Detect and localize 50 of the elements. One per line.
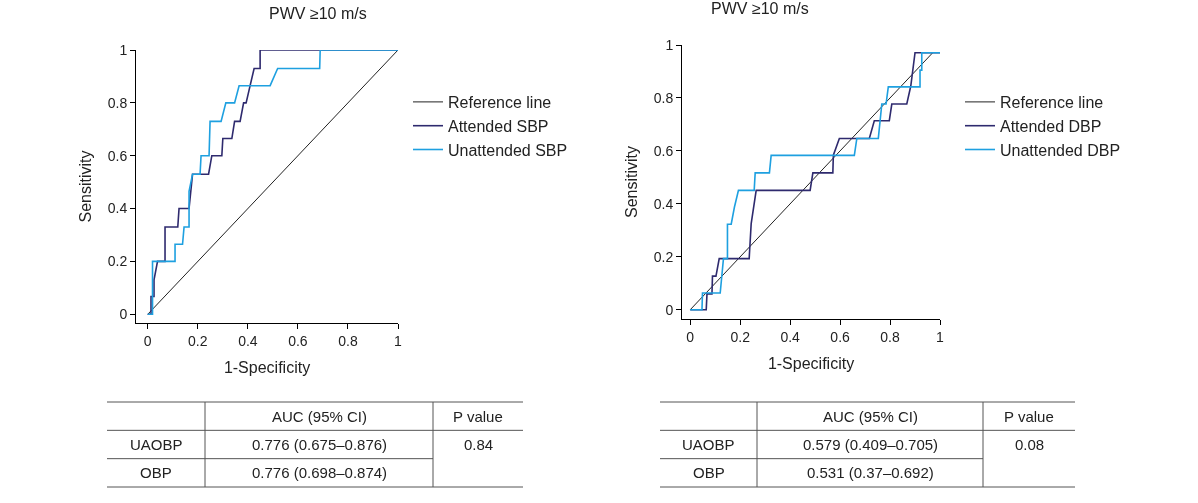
x-tick-label: 0.8 xyxy=(880,328,900,345)
legend-label: Unattended DBP xyxy=(1000,141,1121,159)
legend-label: Unattended SBP xyxy=(448,141,568,159)
x-tick-label: 0.6 xyxy=(830,328,851,345)
x-tick-label: 0.8 xyxy=(338,332,358,349)
y-tick-label: 0.4 xyxy=(107,200,128,217)
legend-label: Attended SBP xyxy=(448,117,549,135)
y-tick-label: 0 xyxy=(119,306,128,323)
text: P value xyxy=(453,408,503,425)
text: UAOBP xyxy=(130,436,183,453)
text: 0.84 xyxy=(464,436,494,453)
text: 0.531 (0.37–0.692) xyxy=(807,464,934,481)
x-tick-label: 1 xyxy=(936,328,945,345)
text: 0.08 xyxy=(1015,436,1045,453)
legend-label: Reference line xyxy=(1000,94,1104,112)
x-tick-label: 0.4 xyxy=(780,328,801,345)
x-tick-label: 0.2 xyxy=(730,328,751,345)
x-tick-label: 0.4 xyxy=(238,332,258,349)
x-axis-title: 1-Specificity xyxy=(767,355,855,373)
text: OBP xyxy=(693,464,725,481)
legend-label: Reference line xyxy=(448,94,552,112)
text: 0.776 (0.675–0.876) xyxy=(252,436,388,453)
y-tick-label: 0.4 xyxy=(653,195,674,212)
x-tick-label: 0.6 xyxy=(288,332,308,349)
x-tick-label: 0 xyxy=(143,332,152,349)
x-axis-title: 1-Specificity xyxy=(223,359,311,377)
x-tick-label: 0 xyxy=(686,328,695,345)
y-tick-label: 1 xyxy=(665,36,674,53)
text: 0.579 (0.409–0.705) xyxy=(803,436,939,453)
text: 0.776 (0.698–0.874) xyxy=(252,464,388,481)
y-tick-label: 0.6 xyxy=(107,147,128,164)
legend-label: Attended DBP xyxy=(1000,117,1102,135)
y-tick-label: 0.8 xyxy=(653,89,674,106)
text: P value xyxy=(1004,408,1054,425)
chart-title: PWV ≥10 m/s xyxy=(269,5,367,22)
text: OBP xyxy=(140,464,172,481)
y-axis-title: Sensitivity xyxy=(76,150,94,223)
text: AUC (95% CI) xyxy=(272,408,368,425)
text: UAOBP xyxy=(682,436,735,453)
y-tick-label: 0 xyxy=(665,301,674,318)
y-axis-title: Sensitivity xyxy=(622,145,640,219)
x-tick-label: 0.2 xyxy=(188,332,208,349)
text: AUC (95% CI) xyxy=(823,408,919,425)
x-tick-label: 1 xyxy=(394,332,403,349)
y-tick-label: 0.2 xyxy=(653,248,674,265)
y-tick-label: 0.2 xyxy=(107,253,128,270)
chart-title: PWV ≥10 m/s xyxy=(711,0,809,17)
y-tick-label: 1 xyxy=(119,41,128,58)
y-tick-label: 0.8 xyxy=(107,94,128,111)
y-tick-label: 0.6 xyxy=(653,142,674,159)
